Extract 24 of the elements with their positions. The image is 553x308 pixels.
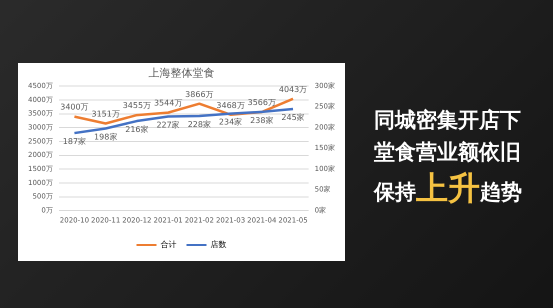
data-label: 3566万: [248, 98, 276, 108]
data-label: 245家: [281, 113, 305, 122]
data-label: 228家: [188, 120, 211, 130]
data-label: 198家: [94, 132, 118, 142]
legend-label: 店数: [210, 240, 226, 250]
data-label: 3468万: [216, 100, 245, 110]
data-label: 238家: [250, 116, 274, 125]
text: 趋势: [480, 180, 522, 204]
data-label: 227家: [156, 120, 180, 130]
data-label: 3455万: [122, 101, 152, 110]
chart-title: 上海整体堂食: [148, 66, 214, 80]
data-label: 4043万: [278, 84, 308, 94]
text: 同城密集开店下: [374, 107, 522, 134]
data-label: 3151万: [91, 110, 120, 119]
text: 上升: [416, 169, 480, 207]
legend-label: 合计: [160, 240, 176, 250]
data-label: 234家: [218, 118, 242, 127]
data-label: 187家: [62, 137, 86, 146]
text: 堂食营业额依旧: [374, 139, 522, 166]
text: 保持: [374, 180, 416, 204]
data-label: 3400万: [60, 102, 89, 112]
data-label: 216家: [125, 125, 149, 134]
data-label: 3866万: [185, 90, 214, 99]
data-label: 3544万: [154, 98, 182, 108]
